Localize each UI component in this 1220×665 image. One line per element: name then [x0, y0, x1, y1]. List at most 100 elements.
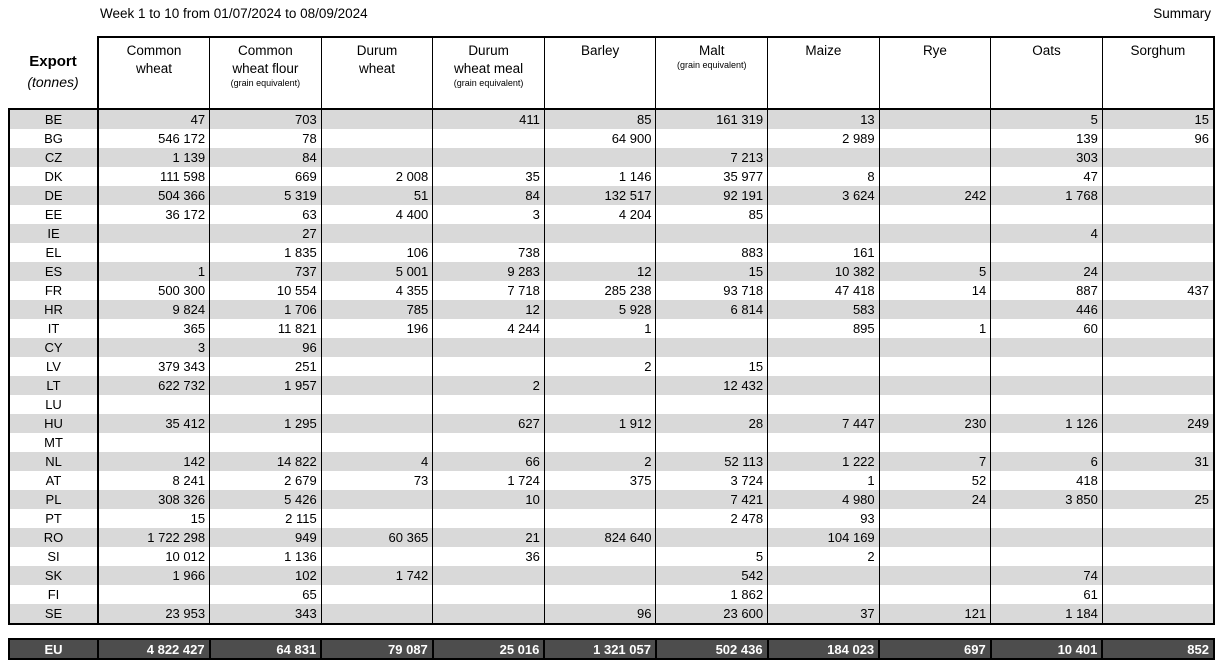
- value-cell: [655, 319, 768, 338]
- value-cell: 1 862: [655, 585, 768, 604]
- value-cell: [990, 243, 1103, 262]
- value-cell: 51: [320, 186, 433, 205]
- value-cell: [655, 395, 768, 414]
- value-cell: 895: [767, 319, 880, 338]
- table-row: IE 27 4: [8, 224, 1215, 243]
- value-cell: [878, 129, 991, 148]
- value-cell: [320, 109, 433, 129]
- value-cell: 102: [209, 566, 322, 585]
- value-cell: 84: [432, 186, 545, 205]
- value-cell: [767, 585, 880, 604]
- value-cell: 418: [990, 471, 1103, 490]
- value-cell: 4: [320, 452, 433, 471]
- value-cell: 285 238: [543, 281, 656, 300]
- table-row: EE 36 172 63 4 400 3 4 204 85: [8, 205, 1215, 224]
- column-header-row: Export (tonnes) Common wheat Common wheat f…: [9, 36, 1215, 110]
- column-header: Oats: [990, 36, 1103, 110]
- value-cell: 1 724: [432, 471, 545, 490]
- value-cell: 4 400: [320, 205, 433, 224]
- value-cell: 887: [990, 281, 1103, 300]
- table-row: LV 379 343 251 2 15: [8, 357, 1215, 376]
- value-cell: 2 478: [655, 509, 768, 528]
- value-cell: 35 412: [97, 414, 210, 433]
- country-code: SI: [8, 547, 98, 566]
- value-cell: 47 418: [767, 281, 880, 300]
- table-row: DE 504 366 5 319 51 84 132 517 92 191 3 624 242 1…: [8, 186, 1215, 205]
- value-cell: 4 204: [543, 205, 656, 224]
- value-cell: [432, 585, 545, 604]
- value-cell: [97, 243, 210, 262]
- value-cell: 9 283: [432, 262, 545, 281]
- value-cell: 64 831: [208, 638, 323, 660]
- country-code: SK: [8, 566, 98, 585]
- table-row: FR 500 300 10 554 4 355 7 718 285 238 93 718 47…: [8, 281, 1215, 300]
- table-row: SK 1 966 102 1 742 542 74: [8, 566, 1215, 585]
- value-cell: 230: [878, 414, 991, 433]
- value-cell: 3 724: [655, 471, 768, 490]
- value-cell: 1 184: [990, 604, 1103, 625]
- value-cell: 47: [97, 109, 210, 129]
- value-cell: 1 722 298: [97, 528, 210, 547]
- value-cell: 3: [432, 205, 545, 224]
- value-cell: 411: [432, 109, 545, 129]
- value-cell: 25 016: [431, 638, 546, 660]
- value-cell: [878, 585, 991, 604]
- value-cell: [432, 509, 545, 528]
- country-code: LU: [8, 395, 98, 414]
- value-cell: [320, 376, 433, 395]
- value-cell: [320, 414, 433, 433]
- value-cell: 37: [767, 604, 880, 625]
- value-cell: 2: [543, 357, 656, 376]
- value-cell: 824 640: [543, 528, 656, 547]
- value-cell: 375: [543, 471, 656, 490]
- value-cell: 546 172: [97, 129, 210, 148]
- value-cell: [543, 547, 656, 566]
- value-cell: 15: [655, 262, 768, 281]
- value-cell: 5 319: [209, 186, 322, 205]
- value-cell: 7 213: [655, 148, 768, 167]
- value-cell: 7 718: [432, 281, 545, 300]
- value-cell: [878, 167, 991, 186]
- column-header: Malt (grain equivalent): [655, 36, 768, 110]
- value-cell: 1: [543, 319, 656, 338]
- value-cell: 4 355: [320, 281, 433, 300]
- table-row: DK 111 598 669 2 008 35 1 146 35 977 8 47: [8, 167, 1215, 186]
- value-cell: [1101, 262, 1215, 281]
- value-cell: [320, 224, 433, 243]
- value-cell: [543, 395, 656, 414]
- value-cell: 1: [97, 262, 210, 281]
- value-cell: 669: [209, 167, 322, 186]
- value-cell: [209, 395, 322, 414]
- value-cell: [878, 376, 991, 395]
- export-label: Export: [29, 53, 77, 71]
- value-cell: 446: [990, 300, 1103, 319]
- value-cell: 1 222: [767, 452, 880, 471]
- value-cell: 85: [655, 205, 768, 224]
- value-cell: [543, 338, 656, 357]
- value-cell: [320, 509, 433, 528]
- value-cell: 4: [990, 224, 1103, 243]
- value-cell: 1 742: [320, 566, 433, 585]
- value-cell: [97, 224, 210, 243]
- value-cell: [1101, 471, 1215, 490]
- value-cell: 379 343: [97, 357, 210, 376]
- value-cell: 10 012: [97, 547, 210, 566]
- value-cell: [767, 433, 880, 452]
- value-cell: [543, 433, 656, 452]
- value-cell: [1101, 167, 1215, 186]
- value-cell: [767, 224, 880, 243]
- value-cell: 2: [767, 547, 880, 566]
- value-cell: 12: [432, 300, 545, 319]
- value-cell: 883: [655, 243, 768, 262]
- value-cell: [320, 357, 433, 376]
- table-row: FI 65 1 862 61: [8, 585, 1215, 604]
- value-cell: 15: [1101, 109, 1215, 129]
- value-cell: 4 980: [767, 490, 880, 509]
- value-cell: 627: [432, 414, 545, 433]
- value-cell: [320, 433, 433, 452]
- value-cell: [990, 528, 1103, 547]
- value-cell: 1 146: [543, 167, 656, 186]
- grain-equivalent-note: (grain equivalent): [453, 78, 524, 89]
- value-cell: [878, 338, 991, 357]
- value-cell: [878, 205, 991, 224]
